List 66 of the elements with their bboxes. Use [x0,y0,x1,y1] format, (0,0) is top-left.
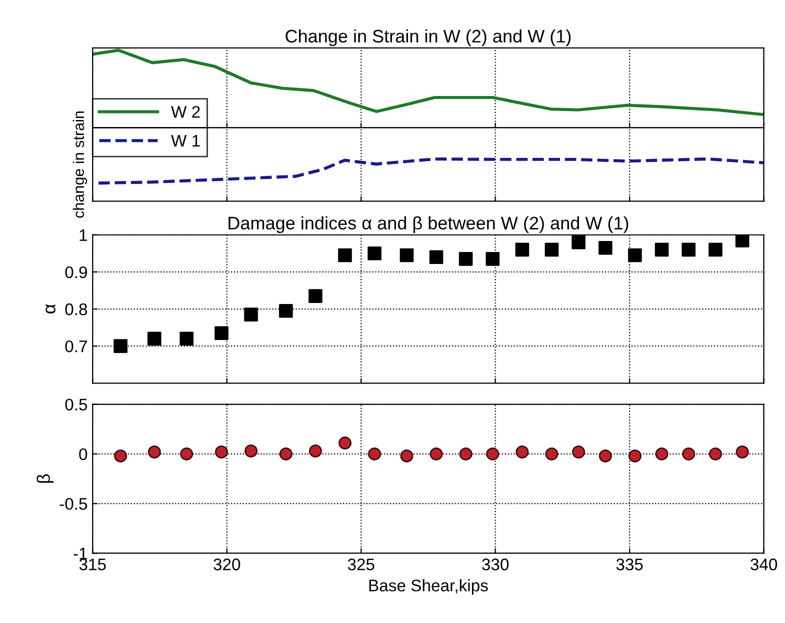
x-tick-label: 340 [750,558,778,570]
point [279,304,293,318]
y-tick-label: 1 [80,229,87,241]
point [516,445,529,458]
point [458,252,473,266]
y-tick-label: 0.7 [65,340,87,352]
point [147,332,162,346]
point [430,447,443,460]
point [598,240,612,255]
y-tick-label: 0.5 [65,398,88,411]
chart-title: Change in Strain in W (2) and W (1) [286,29,571,46]
x-tick-label: 335 [616,558,643,570]
y-tick-label: -1 [74,548,87,560]
point [338,436,352,450]
x-axis-title: Base Shear,kips [369,579,488,595]
point [429,250,444,264]
x-tick-label: 325 [348,558,374,570]
x-tick-label: 320 [214,558,240,570]
point [214,326,228,340]
point [180,447,194,460]
y-axis-title: β [36,474,54,483]
x-tick-label: 315 [79,558,106,570]
point [708,447,722,460]
point [655,447,668,460]
y-tick-label: 0 [79,448,88,460]
y-tick-label: -0.5 [60,498,88,510]
point [148,445,161,458]
point [486,252,500,266]
point [682,447,696,460]
point [368,447,382,460]
legend-label: W 1 [171,134,200,146]
point [654,242,669,257]
point [572,235,586,250]
point [279,447,292,460]
point [736,445,749,458]
point [114,449,128,462]
point [308,444,322,458]
x-tick-label: 330 [482,558,509,570]
y-tick-label: 0.8 [65,303,88,316]
point [735,234,750,248]
point [400,449,414,462]
point [486,447,500,460]
point [515,242,530,257]
point [682,242,696,257]
legend-label: W 2 [171,106,200,118]
point [244,444,258,458]
point [598,449,612,462]
point [628,248,642,262]
point [628,449,642,462]
point [544,242,559,257]
y-axis-title: change in strain [72,112,88,218]
point [545,447,558,460]
point [244,308,258,322]
point [708,242,722,257]
point [368,246,382,260]
point [400,248,414,262]
y-tick-label: 0.9 [65,266,87,278]
y-axis-title: α [46,304,56,314]
point [114,339,128,353]
point [308,289,322,303]
chart-title: Damage indices α and β between W (2) and W (1) [228,216,628,234]
point [572,445,586,458]
point [214,445,228,458]
point [180,332,194,346]
point [459,447,472,460]
point [338,248,352,262]
